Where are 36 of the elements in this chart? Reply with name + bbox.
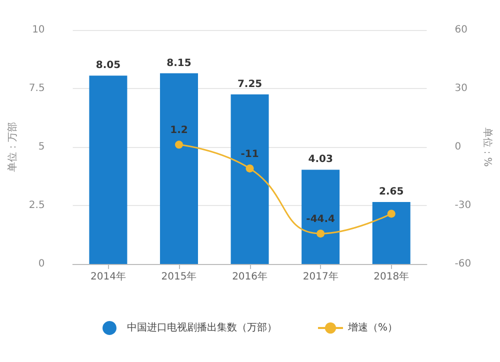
point: [175, 140, 183, 149]
legend-label: 增速（%）: [347, 322, 398, 334]
y-tick-label: 7.5: [28, 83, 45, 94]
y-tick-label: 2.5: [28, 200, 45, 211]
data-label: 4.03: [308, 154, 333, 166]
y-tick-label: 0: [38, 258, 45, 270]
bar: [89, 76, 128, 264]
data-label: -11: [240, 148, 259, 160]
y2-axis-title: 单位：%: [482, 127, 494, 167]
data-label: -44.4: [306, 214, 336, 226]
data-label: 8.05: [96, 60, 121, 72]
x-tick-label: 2015年: [161, 270, 197, 282]
y-tick-label: 5: [38, 142, 45, 152]
y2-tick-label: -60: [454, 258, 472, 270]
y-tick-label: 10: [32, 24, 45, 36]
data-label: 7.25: [237, 78, 262, 90]
point: [316, 230, 325, 238]
data-label: 2.65: [379, 186, 404, 198]
x-tick-label: 2014年: [90, 270, 126, 282]
x-tick-label: 2017年: [302, 270, 338, 282]
y2-tick-label: 30: [454, 83, 468, 94]
x-tick-label: 2018年: [374, 270, 410, 282]
x-tick-label: 2016年: [232, 270, 268, 282]
legend-label: 中国进口电视剧播出集数（万部）: [127, 322, 277, 334]
point: [387, 210, 396, 218]
bar: [160, 73, 198, 264]
bar: [302, 170, 340, 264]
y2-tick-label: 60: [454, 24, 468, 36]
y2-tick-label: -30: [454, 200, 472, 211]
data-label: 8.15: [166, 58, 192, 69]
data-label: 1.2: [170, 125, 188, 136]
y2-tick-label: 0: [454, 142, 462, 152]
point: [246, 164, 254, 172]
bar: [230, 94, 269, 264]
y-axis-title: 单位：万部: [6, 122, 18, 172]
bar: [372, 202, 410, 264]
